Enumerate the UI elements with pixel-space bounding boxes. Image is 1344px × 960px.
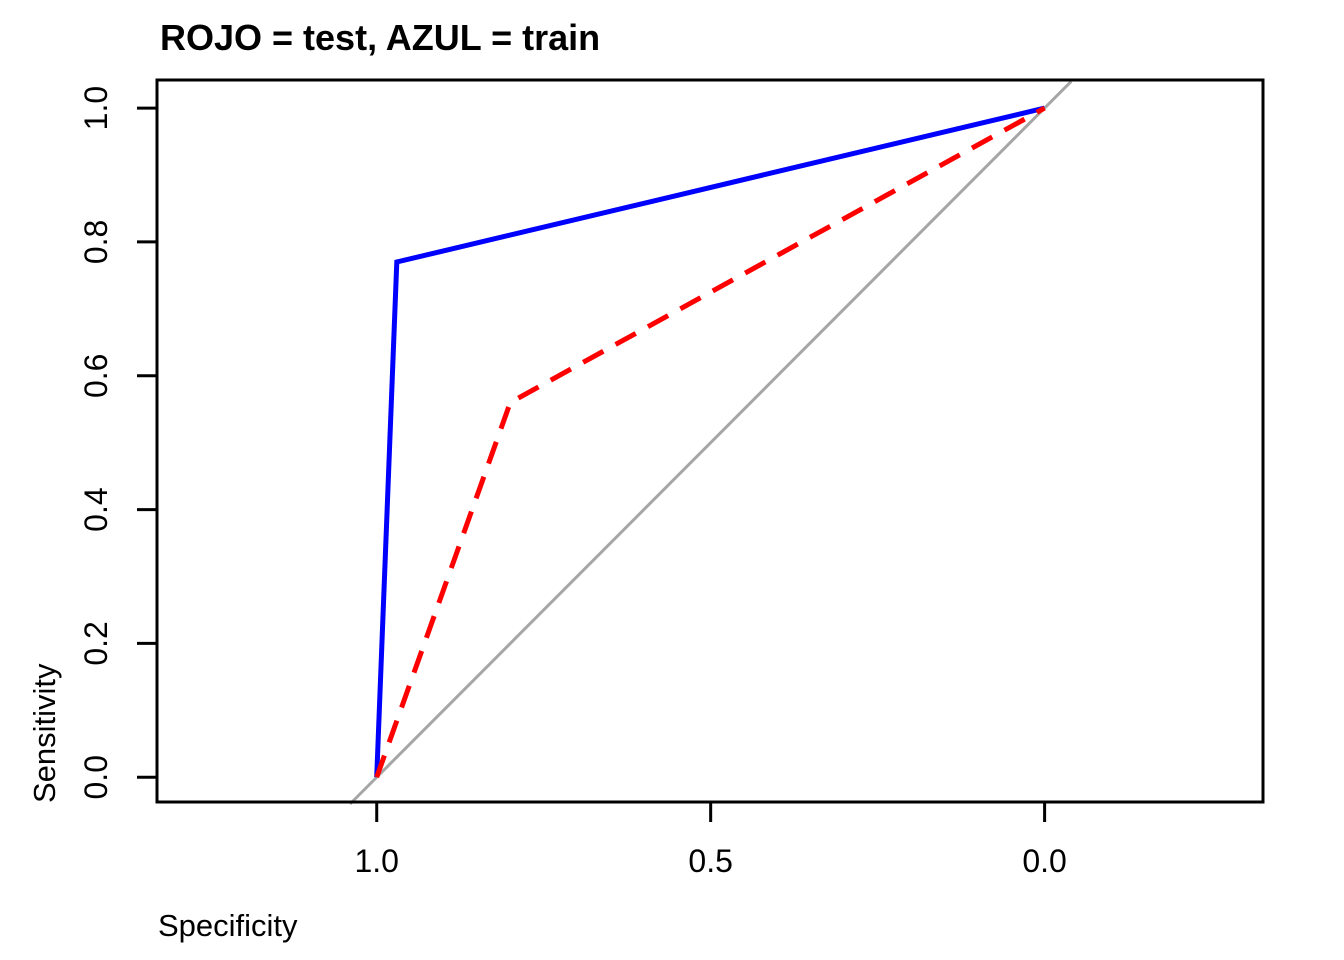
y-axis-tick-label: 0.2 xyxy=(78,621,114,665)
x-axis-tick-label: 0.0 xyxy=(1022,843,1066,879)
train-roc-line xyxy=(374,105,1046,778)
y-axis-tick-label: 0.4 xyxy=(78,487,114,531)
y-axis-tick-label: 0.0 xyxy=(78,755,114,799)
y-axis-tick-label: 0.6 xyxy=(78,354,114,398)
plot-area: 1.0 0.5 0.0 0.0 0.2 0.4 0.6 0.8 1.0 xyxy=(78,78,1265,879)
chance-diagonal-line xyxy=(348,80,1073,806)
y-axis-label: Sensitivity xyxy=(27,663,62,803)
x-axis-tick-label: 0.5 xyxy=(688,843,732,879)
x-axis-label: Specificity xyxy=(158,908,298,943)
plot-border xyxy=(155,78,1265,804)
y-axis-tick-label: 1.0 xyxy=(78,86,114,130)
y-axis-tick-label: 0.8 xyxy=(78,220,114,264)
test-roc-line xyxy=(374,105,1046,779)
x-axis-tick-label: 1.0 xyxy=(354,843,398,879)
chart-title: ROJO = test, AZUL = train xyxy=(160,17,600,58)
